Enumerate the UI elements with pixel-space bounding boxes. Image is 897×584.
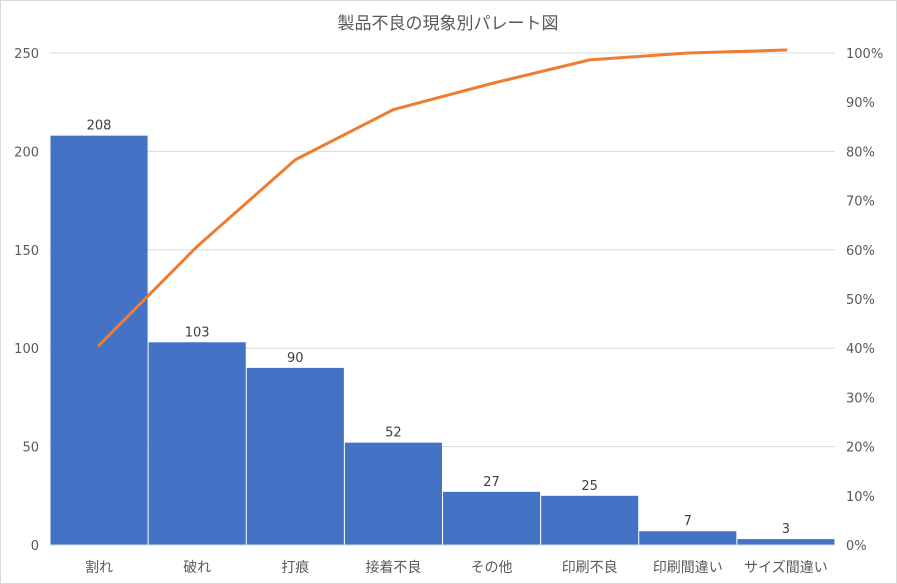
data-labels: 208 103 90 52 27 25 7 3 [87,119,790,537]
x-category-label: サイズ間違い [744,560,828,576]
x-category-label: 打痕 [281,559,309,576]
y-tick-label: 150 [14,244,39,259]
x-category-label: 接着不良 [365,559,421,576]
bar-value-label: 27 [483,475,500,490]
cumulative-point [195,244,199,248]
bar [344,442,442,545]
cumulative-point [588,58,592,62]
y2-tick-label: 0% [846,539,867,554]
y2-tick-label: 60% [846,244,875,259]
y-tick-label: 0 [31,539,39,554]
x-category-label: その他 [471,560,513,576]
bar [443,491,541,545]
y2-tick-label: 100% [846,47,883,62]
bar-value-label: 7 [684,514,692,529]
bar [50,135,148,545]
cumulative-point [490,82,494,86]
bar [639,531,737,545]
bar-value-label: 3 [782,522,790,537]
cumulative-line [97,48,788,347]
bar-value-label: 90 [287,351,304,366]
x-category-label: 印刷不良 [562,560,618,576]
x-category-label: 破れ [183,560,211,576]
bar [737,539,835,545]
x-category-label: 印刷間違い [653,560,723,576]
cumulative-point [686,51,690,55]
y2-tick-label: 70% [846,195,875,210]
y2-tick-label: 10% [846,490,875,505]
y2-tick-label: 50% [846,293,875,308]
cumulative-point [97,343,101,347]
bar-value-label: 25 [581,479,598,494]
bar-value-label: 208 [87,119,112,134]
y2-tick-label: 20% [846,441,875,456]
cumulative-point [293,158,297,162]
x-category-label: 割れ [85,559,113,576]
y2-tick-label: 90% [846,96,875,111]
axes: 0 50 100 150 200 250 0% 10% 20% 30% 40% 50% 60% 70% 80… [14,47,883,576]
y-tick-label: 200 [14,145,39,160]
cumulative-point [391,108,395,112]
y2-tick-label: 30% [846,391,875,406]
chart-title: 製品不良の現象別パレート図 [338,14,559,34]
y2-tick-label: 80% [846,145,875,160]
bar-series [50,135,835,545]
bar [148,342,246,545]
bar-value-label: 103 [185,325,210,340]
bar-value-label: 52 [385,426,402,441]
y2-tick-label: 40% [846,342,875,357]
cumulative-line-series [97,48,788,347]
y-tick-label: 50 [22,441,39,456]
y-tick-label: 100 [14,342,39,357]
bar [541,495,639,545]
cumulative-point [784,48,788,52]
y-tick-label: 250 [14,47,39,62]
bar [246,367,344,545]
